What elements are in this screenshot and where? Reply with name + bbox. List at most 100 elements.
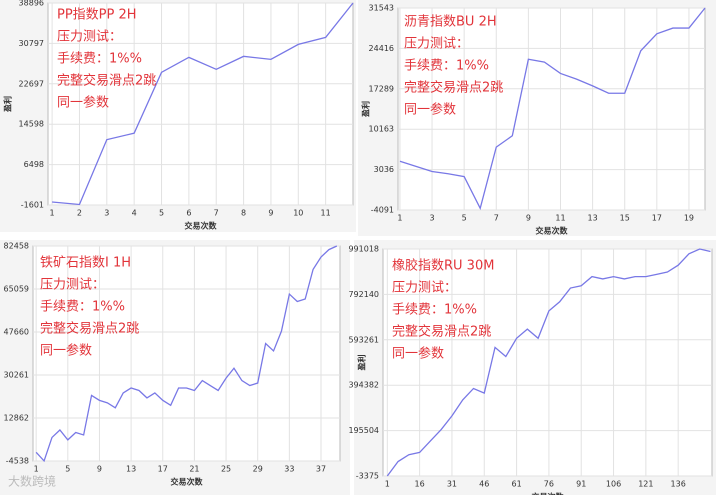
annotation: 压力测试： — [57, 30, 122, 45]
y-tick-label: 65059 — [4, 284, 29, 293]
y-tick-label: -4538 — [6, 457, 29, 466]
x-tick-label: 13 — [126, 465, 136, 474]
y-tick-label: 195504 — [348, 426, 379, 435]
y-tick-label: 991018 — [348, 245, 379, 254]
data-line — [399, 7, 706, 211]
data-line — [386, 248, 711, 477]
y-axis-label: 盈利 — [361, 101, 371, 118]
annotation: 手续费：1%% — [392, 303, 477, 318]
y-tick-label: 792140 — [348, 290, 379, 299]
y-tick-label: 3036 — [374, 165, 394, 174]
x-axis-label: 交易次数 — [185, 221, 218, 231]
x-tick-label: 2 — [77, 209, 82, 218]
x-tick-label: 9 — [526, 214, 531, 223]
y-tick-label: 31543 — [369, 4, 394, 13]
y-tick-label: 82458 — [4, 242, 29, 251]
x-tick-label: 91 — [576, 480, 586, 489]
y-tick-label: -1601 — [21, 201, 44, 210]
x-tick-label: 33 — [284, 465, 294, 474]
x-tick-label: 5 — [462, 214, 467, 223]
y-tick-label: 14598 — [19, 120, 44, 129]
y-tick-label: -3375 — [356, 472, 379, 481]
y-tick-label: 10163 — [369, 125, 394, 134]
annotation: 完整交易滑点2跳 — [404, 80, 503, 96]
plot-area — [397, 7, 706, 211]
annotation: 压力测试： — [392, 281, 457, 296]
annotation: 完整交易滑点2跳 — [40, 321, 139, 337]
x-tick-label: 3 — [429, 214, 434, 223]
x-axis-label: 交易次数 — [171, 477, 204, 487]
data-line — [52, 2, 354, 206]
x-tick-label: 46 — [479, 480, 489, 489]
watermark: 大数跨境 — [8, 474, 56, 489]
x-tick-label: 25 — [221, 465, 231, 474]
y-axis-label: 盈利 — [3, 96, 13, 113]
y-tick-label: 394382 — [348, 381, 379, 390]
annotation: 同一参数 — [57, 95, 109, 111]
x-tick-label: 3 — [104, 209, 109, 218]
plot-area — [47, 2, 354, 206]
x-tick-label: 1 — [385, 480, 390, 489]
x-tick-label: 76 — [544, 480, 554, 489]
y-tick-label: 17289 — [369, 84, 394, 93]
x-tick-label: 13 — [588, 214, 598, 223]
y-tick-label: 47660 — [4, 327, 29, 336]
x-tick-label: 21 — [189, 465, 199, 474]
x-tick-label: 6 — [186, 209, 191, 218]
x-tick-label: 8 — [241, 209, 246, 218]
x-tick-label: 31 — [447, 480, 457, 489]
x-axis-label: 交易次数 — [536, 226, 569, 236]
x-tick-label: 15 — [620, 214, 630, 223]
x-axis-label: 交易次数 — [532, 492, 565, 495]
x-tick-label: 19 — [684, 214, 694, 223]
annotation: 同一参数 — [40, 343, 92, 359]
x-tick-label: 1 — [50, 209, 55, 218]
chart-title: 沥青指数BU 2H — [404, 15, 497, 30]
x-tick-label: 29 — [253, 465, 263, 474]
y-tick-label: 22697 — [19, 79, 44, 88]
chart-title: PP指数PP 2H — [57, 8, 137, 23]
x-tick-label: 7 — [494, 214, 499, 223]
x-tick-label: 17 — [652, 214, 662, 223]
x-tick-label: 61 — [511, 480, 521, 489]
x-tick-label: 1 — [34, 465, 39, 474]
x-tick-label: 5 — [65, 465, 70, 474]
annotation: 手续费：1%% — [404, 59, 489, 74]
x-tick-label: 121 — [638, 480, 653, 489]
x-tick-label: 17 — [158, 465, 168, 474]
x-tick-label: 11 — [321, 209, 331, 218]
x-tick-label: 106 — [606, 480, 621, 489]
x-tick-label: 4 — [132, 209, 137, 218]
data-line — [35, 245, 338, 463]
x-tick-label: 16 — [415, 480, 425, 489]
annotation: 手续费：1%% — [40, 300, 125, 315]
y-tick-label: -4091 — [371, 206, 394, 215]
x-tick-label: 9 — [268, 209, 273, 218]
annotation: 压力测试： — [40, 278, 105, 293]
annotation: 同一参数 — [404, 102, 456, 118]
y-tick-label: 30261 — [4, 370, 29, 379]
x-tick-label: 1 — [397, 214, 402, 223]
plot-area — [32, 245, 341, 462]
x-tick-label: 10 — [293, 209, 303, 218]
x-tick-label: 136 — [671, 480, 686, 489]
y-tick-label: 24416 — [369, 44, 394, 53]
x-tick-label: 7 — [214, 209, 219, 218]
y-tick-label: 12862 — [4, 413, 29, 422]
annotation: 同一参数 — [392, 346, 444, 362]
x-tick-label: 11 — [555, 214, 565, 223]
y-tick-label: 593261 — [348, 335, 379, 344]
chart-title: 橡胶指数RU 30M — [392, 258, 494, 274]
y-tick-label: 6498 — [24, 160, 44, 169]
y-tick-label: 30797 — [19, 39, 44, 48]
x-tick-label: 37 — [316, 465, 326, 474]
chart-title: 铁矿石指数I 1H — [40, 256, 131, 271]
y-tick-label: 38896 — [19, 0, 44, 8]
y-axis-label: 盈利 — [357, 355, 367, 372]
x-tick-label: 9 — [97, 465, 102, 474]
annotation: 压力测试： — [404, 37, 469, 52]
plot-area — [382, 248, 713, 477]
annotation: 手续费：1%% — [57, 52, 142, 67]
annotation: 完整交易滑点2跳 — [392, 324, 491, 340]
